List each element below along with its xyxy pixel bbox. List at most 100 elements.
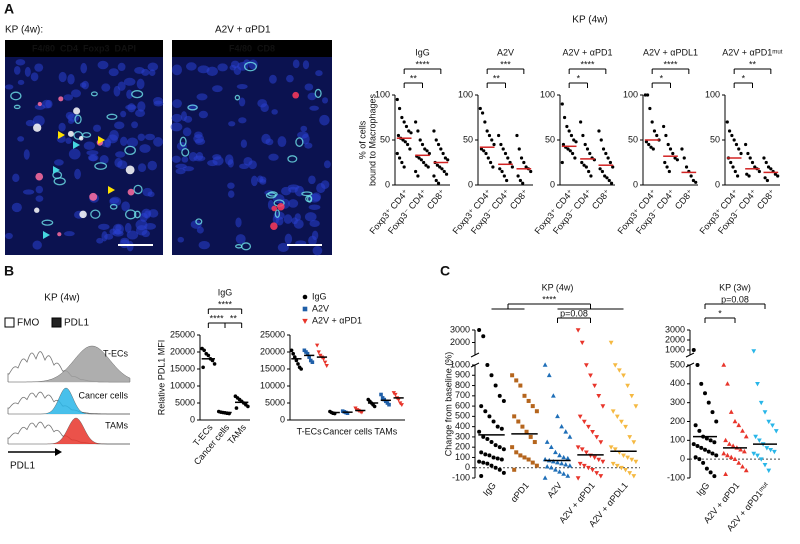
- x-tick-label: A2V: [545, 480, 564, 499]
- data-point: [518, 453, 523, 458]
- data-point: [246, 404, 250, 409]
- data-point: [695, 443, 700, 448]
- data-point: [501, 398, 506, 403]
- data-point: [600, 404, 606, 409]
- x-tick-label: TAMs: [374, 426, 397, 436]
- data-point: [671, 151, 675, 156]
- data-point: [550, 393, 556, 398]
- data-point: [668, 147, 673, 151]
- data-point: [766, 419, 772, 425]
- y-tick-label: 700: [455, 390, 470, 400]
- nucleus: [148, 209, 159, 218]
- stained-cell: [73, 107, 81, 115]
- data-point: [501, 470, 506, 475]
- x-tick-label: CD8⁺: [508, 187, 530, 211]
- nucleus: [269, 74, 277, 84]
- data-point: [708, 470, 713, 475]
- data-point: [691, 178, 696, 183]
- data-point: [731, 165, 735, 169]
- nucleus: [311, 230, 319, 241]
- y-tick-label: 5000: [175, 397, 195, 407]
- nucleus: [212, 154, 222, 160]
- nucleus: [293, 219, 304, 229]
- data-point: [569, 133, 574, 138]
- data-point: [607, 178, 611, 183]
- data-point: [396, 133, 401, 138]
- nucleus: [22, 189, 35, 195]
- data-point: [444, 172, 449, 176]
- y-tick-label: 5000: [265, 397, 285, 407]
- data-point: [699, 381, 704, 386]
- data-point: [627, 435, 633, 440]
- data-point: [480, 111, 485, 115]
- data-point: [414, 120, 418, 124]
- nucleus: [182, 127, 192, 137]
- data-point: [566, 147, 570, 151]
- nucleus: [271, 109, 278, 115]
- data-point: [666, 142, 670, 147]
- data-point: [401, 138, 405, 142]
- data-point: [408, 147, 412, 151]
- data-point: [574, 140, 578, 144]
- row-label: T-ECs: [103, 348, 129, 358]
- data-point: [520, 424, 525, 429]
- data-point: [291, 351, 295, 356]
- data-point: [402, 120, 406, 124]
- nucleus: [147, 62, 159, 72]
- data-point: [590, 429, 595, 435]
- nucleus: [323, 160, 331, 169]
- nucleus: [139, 212, 148, 222]
- data-point: [581, 419, 587, 425]
- data-point: [477, 328, 482, 332]
- arrowhead: [73, 141, 80, 149]
- data-point: [732, 138, 736, 142]
- data-point: [396, 397, 401, 402]
- data-point: [697, 457, 702, 462]
- macrophage: [106, 113, 118, 120]
- data-point: [598, 167, 602, 171]
- stained-cell: [37, 101, 42, 107]
- stain-header: [5, 40, 163, 57]
- y-tick-label: 0: [680, 454, 685, 464]
- data-point: [575, 445, 581, 450]
- legend-label: A2V + αPD1: [312, 315, 362, 325]
- stained-cell: [271, 205, 278, 212]
- macrophage: [10, 91, 22, 101]
- data-point: [611, 165, 615, 169]
- data-point: [425, 149, 429, 153]
- panel-header: A2V + αPD1: [215, 25, 271, 36]
- data-point: [714, 453, 719, 458]
- data-point: [479, 404, 484, 409]
- data-point: [616, 368, 622, 373]
- data-point: [755, 382, 760, 387]
- nucleus: [11, 202, 22, 213]
- data-point: [763, 176, 767, 180]
- data-point: [572, 138, 576, 142]
- data-point: [745, 172, 749, 176]
- data-point: [610, 409, 616, 414]
- y-tick-label: 50: [380, 134, 390, 144]
- data-point: [598, 474, 604, 479]
- data-point: [579, 447, 585, 452]
- arrowhead: [98, 136, 105, 144]
- y-tick-label: 15000: [260, 363, 285, 373]
- data-point: [417, 156, 421, 160]
- data-point: [544, 439, 550, 444]
- data-point: [619, 465, 624, 471]
- data-point: [612, 363, 618, 368]
- data-point: [424, 163, 428, 167]
- stained-cell: [125, 165, 135, 175]
- stain-label: CD4: [60, 43, 78, 53]
- nucleus: [235, 217, 242, 228]
- data-point: [560, 102, 564, 106]
- data-point: [483, 409, 488, 414]
- data-point: [734, 142, 739, 147]
- nucleus: [300, 125, 308, 132]
- nucleus: [229, 64, 237, 71]
- nucleus: [120, 110, 127, 118]
- chart-title: A2V: [497, 47, 514, 57]
- nucleus: [34, 63, 44, 72]
- data-point: [612, 447, 618, 452]
- y-tick-label: 300: [455, 431, 470, 441]
